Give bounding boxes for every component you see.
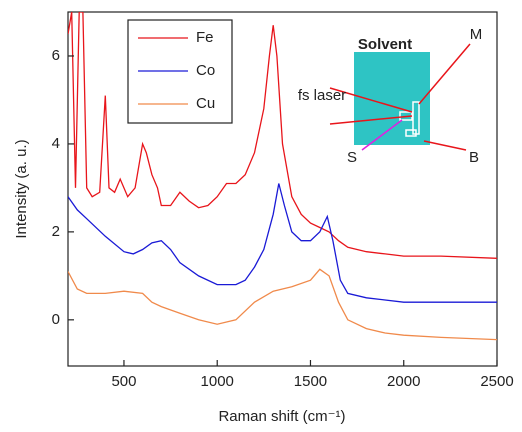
y-axis-label: Intensity (a. u.) xyxy=(13,139,30,238)
laser-beam xyxy=(329,115,413,125)
y-tick-label: 0 xyxy=(52,311,60,328)
inset-label: B xyxy=(469,149,479,166)
x-tick-label: 2000 xyxy=(387,373,420,390)
arrow-m xyxy=(418,43,471,105)
legend-label: Fe xyxy=(196,29,214,46)
bottom-sample xyxy=(405,129,417,137)
x-tick-label: 1000 xyxy=(201,373,234,390)
y-tick-label: 2 xyxy=(52,223,60,240)
legend-label: Co xyxy=(196,62,215,79)
y-tick-label: 6 xyxy=(52,47,60,64)
arrow-b xyxy=(423,140,467,151)
arrow-s xyxy=(361,119,403,151)
inset: Solvent M fs laser S B xyxy=(298,26,482,166)
x-tick-label: 1500 xyxy=(294,373,327,390)
inset-label: Solvent xyxy=(358,36,412,53)
laser-beam xyxy=(329,87,413,113)
y-tick-label: 4 xyxy=(52,135,60,152)
inset-label: M xyxy=(470,26,483,43)
data-line xyxy=(68,183,497,303)
legend: Fe Co Cu xyxy=(127,19,233,124)
x-tick-label: 500 xyxy=(111,373,136,390)
data-line xyxy=(68,12,497,259)
legend-label: Cu xyxy=(196,95,215,112)
inset-label: S xyxy=(347,149,357,166)
data-line xyxy=(68,268,497,341)
inset-label: fs laser xyxy=(298,87,346,104)
x-axis-label: Raman shift (cm⁻¹) xyxy=(218,408,345,425)
plot-frame xyxy=(67,11,498,367)
x-tick-label: 2500 xyxy=(480,373,513,390)
